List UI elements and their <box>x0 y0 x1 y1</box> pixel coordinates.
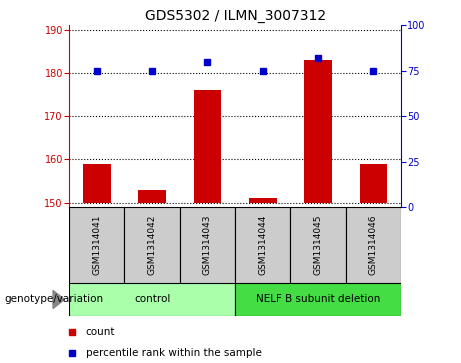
Bar <box>346 207 401 283</box>
Bar <box>304 60 332 203</box>
Text: GSM1314044: GSM1314044 <box>258 215 267 275</box>
Bar <box>194 90 221 203</box>
Text: GSM1314041: GSM1314041 <box>92 215 101 275</box>
Text: GSM1314042: GSM1314042 <box>148 215 157 275</box>
Bar <box>69 283 235 316</box>
Bar <box>180 207 235 283</box>
Text: GSM1314046: GSM1314046 <box>369 215 378 275</box>
Text: GSM1314045: GSM1314045 <box>313 215 323 275</box>
Bar <box>138 189 166 203</box>
Polygon shape <box>53 290 65 309</box>
Text: percentile rank within the sample: percentile rank within the sample <box>86 348 262 358</box>
Text: control: control <box>134 294 170 305</box>
Bar <box>235 207 290 283</box>
Bar <box>360 164 387 203</box>
Text: genotype/variation: genotype/variation <box>5 294 104 305</box>
Title: GDS5302 / ILMN_3007312: GDS5302 / ILMN_3007312 <box>145 9 325 23</box>
Bar <box>69 207 124 283</box>
Bar <box>124 207 180 283</box>
Text: count: count <box>86 327 115 337</box>
Text: GSM1314043: GSM1314043 <box>203 215 212 275</box>
Text: NELF B subunit deletion: NELF B subunit deletion <box>256 294 380 305</box>
Bar <box>290 207 346 283</box>
Bar <box>249 198 277 203</box>
Bar <box>83 164 111 203</box>
Bar <box>235 283 401 316</box>
